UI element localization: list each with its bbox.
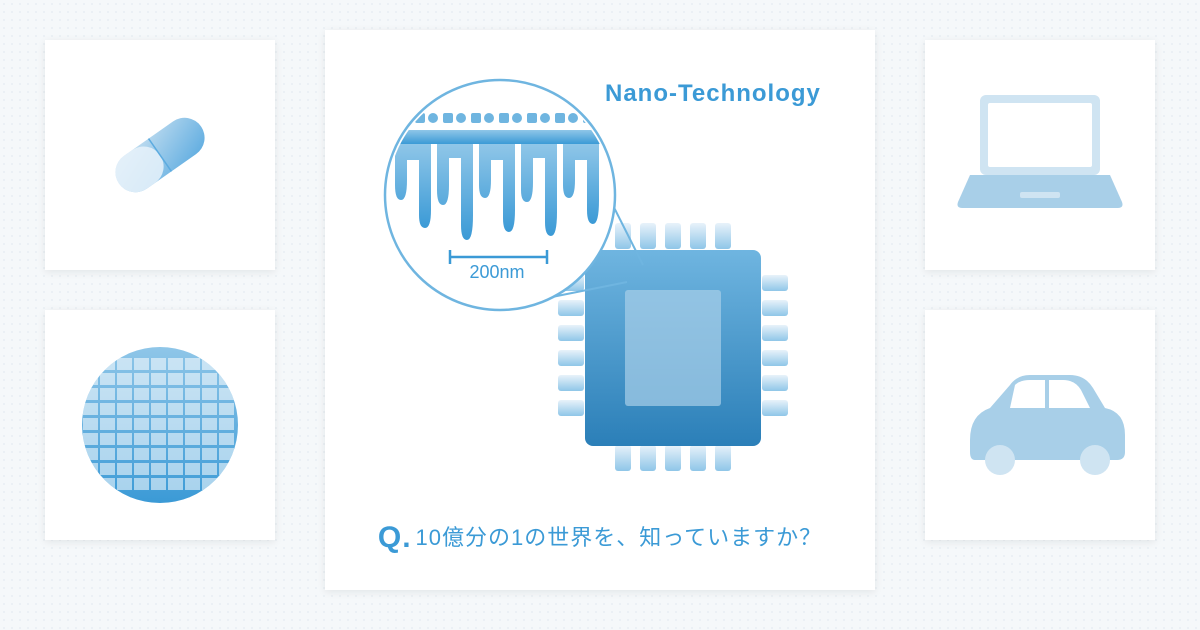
scale-label: 200nm bbox=[447, 262, 547, 283]
card-car bbox=[925, 310, 1155, 540]
pill-icon bbox=[80, 75, 240, 235]
card-laptop bbox=[925, 40, 1155, 270]
laptop-icon bbox=[950, 80, 1130, 230]
question-prefix: Q. bbox=[378, 521, 412, 554]
card-center: Nano-Technology bbox=[325, 30, 875, 590]
wafer-icon bbox=[75, 340, 245, 510]
center-graphic bbox=[325, 40, 875, 510]
question-text: Q.10億分の1の世界を、知っていますか？ bbox=[325, 520, 875, 555]
card-wafer bbox=[45, 310, 275, 540]
question-body: 10億分の1の世界を、知っていますか？ bbox=[416, 525, 823, 550]
car-icon bbox=[945, 360, 1135, 490]
card-pill bbox=[45, 40, 275, 270]
